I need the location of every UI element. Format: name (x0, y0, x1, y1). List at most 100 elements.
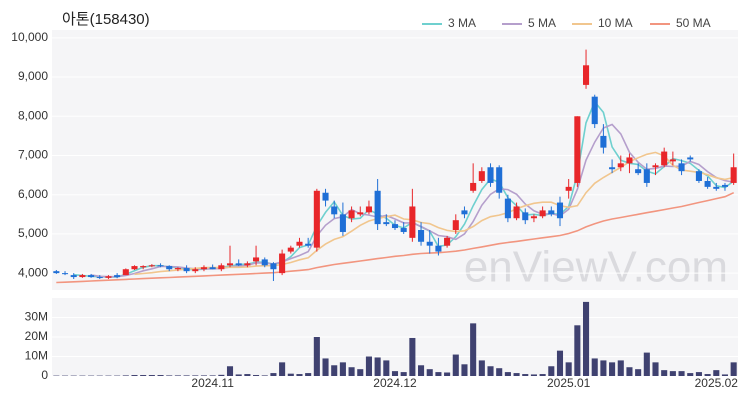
candle-body (122, 269, 129, 276)
y-tick-label: 8,000 (18, 108, 48, 122)
candle-body (79, 275, 86, 278)
volume-bar (409, 337, 416, 376)
volume-bar (287, 373, 294, 376)
candle-body (730, 167, 737, 183)
candle-body (435, 245, 442, 252)
candle-body (88, 275, 95, 278)
volume-bar (565, 362, 572, 376)
volume-bar (452, 354, 459, 376)
candle-body (418, 230, 425, 242)
candle-body (470, 182, 477, 191)
volume-bar (131, 375, 138, 376)
x-tick-label: 2025.02 (695, 376, 739, 390)
volume-bar (704, 374, 711, 376)
volume-bar (522, 374, 529, 376)
volume-bar (626, 367, 633, 376)
y-tick-label: 4,000 (18, 265, 48, 279)
x-tick-label: 2024.12 (373, 376, 417, 390)
legend-label: 5 MA (528, 16, 556, 30)
y-tick-label: 6,000 (18, 187, 48, 201)
candle-body (374, 190, 381, 225)
candle-body (496, 167, 503, 193)
candle-body (61, 273, 69, 275)
y-tick-label: 10,000 (11, 30, 48, 44)
candle-body (513, 206, 520, 219)
volume-bar (279, 362, 286, 376)
candle-body (53, 271, 60, 274)
volume-bar (635, 369, 642, 376)
volume-bar (513, 373, 520, 376)
price-panel (52, 30, 738, 290)
candle-body (253, 257, 260, 262)
candle-body (426, 241, 433, 246)
candle-body (565, 186, 572, 191)
candle-body (574, 116, 581, 183)
y-tick-label: 9,000 (18, 69, 48, 83)
volume-bar (574, 325, 581, 376)
volume-bar (157, 375, 164, 376)
volume-bar (400, 372, 407, 376)
candle-body (148, 265, 155, 267)
volume-bar (192, 375, 199, 376)
volume-bar (305, 373, 312, 376)
volume-bar (591, 358, 598, 376)
volume-bar (617, 360, 624, 376)
candle-body (678, 163, 685, 172)
volume-tick-label: 0 (41, 368, 48, 382)
volume-bar (444, 372, 451, 376)
volume-bar (652, 362, 659, 376)
volume-bar (556, 350, 564, 376)
candle-body (383, 222, 390, 225)
volume-bar (391, 371, 399, 376)
candle-body (270, 263, 277, 270)
volume-bar (678, 371, 685, 376)
candle-body (444, 237, 451, 246)
candle-body (461, 210, 468, 215)
volume-bar (643, 352, 650, 376)
volume-bar (435, 372, 442, 376)
candle-body (261, 259, 268, 266)
candle-body (305, 243, 312, 246)
candle-body (548, 210, 555, 215)
candle-body (357, 212, 364, 215)
candle-body (114, 275, 121, 278)
volume-bar (582, 301, 590, 376)
candle-body (322, 192, 329, 201)
volume-bar (504, 372, 511, 376)
volume-bar (200, 375, 208, 376)
candle-body (235, 263, 242, 266)
candle-body (348, 210, 355, 219)
volume-tick-label: 10M (25, 349, 48, 363)
candle-body (452, 220, 459, 230)
candle-body (244, 263, 251, 266)
x-tick-label: 2024.11 (191, 376, 234, 390)
volume-bar (374, 357, 381, 376)
volume-bar (244, 374, 251, 376)
candle-body (695, 171, 702, 181)
legend-label: 3 MA (448, 16, 476, 30)
volume-bar (122, 375, 129, 376)
candle-body (400, 228, 407, 232)
volume-bar (348, 367, 355, 376)
ma-line (56, 191, 735, 284)
volume-bar (357, 369, 364, 376)
volume-bar (235, 374, 242, 376)
volume-bar (183, 375, 190, 376)
watermark: enViewV.com (464, 243, 728, 292)
volume-bar (461, 364, 468, 376)
y-tick-label: 5,000 (18, 226, 48, 240)
candle-body (626, 157, 633, 164)
volume-bar (296, 374, 303, 376)
candle-body (409, 206, 416, 238)
volume-bar (695, 372, 702, 376)
candle-body (478, 171, 485, 181)
volume-bar (721, 374, 729, 376)
y-tick-label: 7,000 (18, 148, 48, 162)
candle-body (200, 267, 208, 270)
candle-body (721, 184, 729, 187)
volume-bar (661, 370, 668, 376)
volume-bar (313, 337, 320, 376)
volume-bar (218, 374, 225, 376)
candle-body (635, 169, 642, 174)
volume-bar (322, 358, 329, 376)
